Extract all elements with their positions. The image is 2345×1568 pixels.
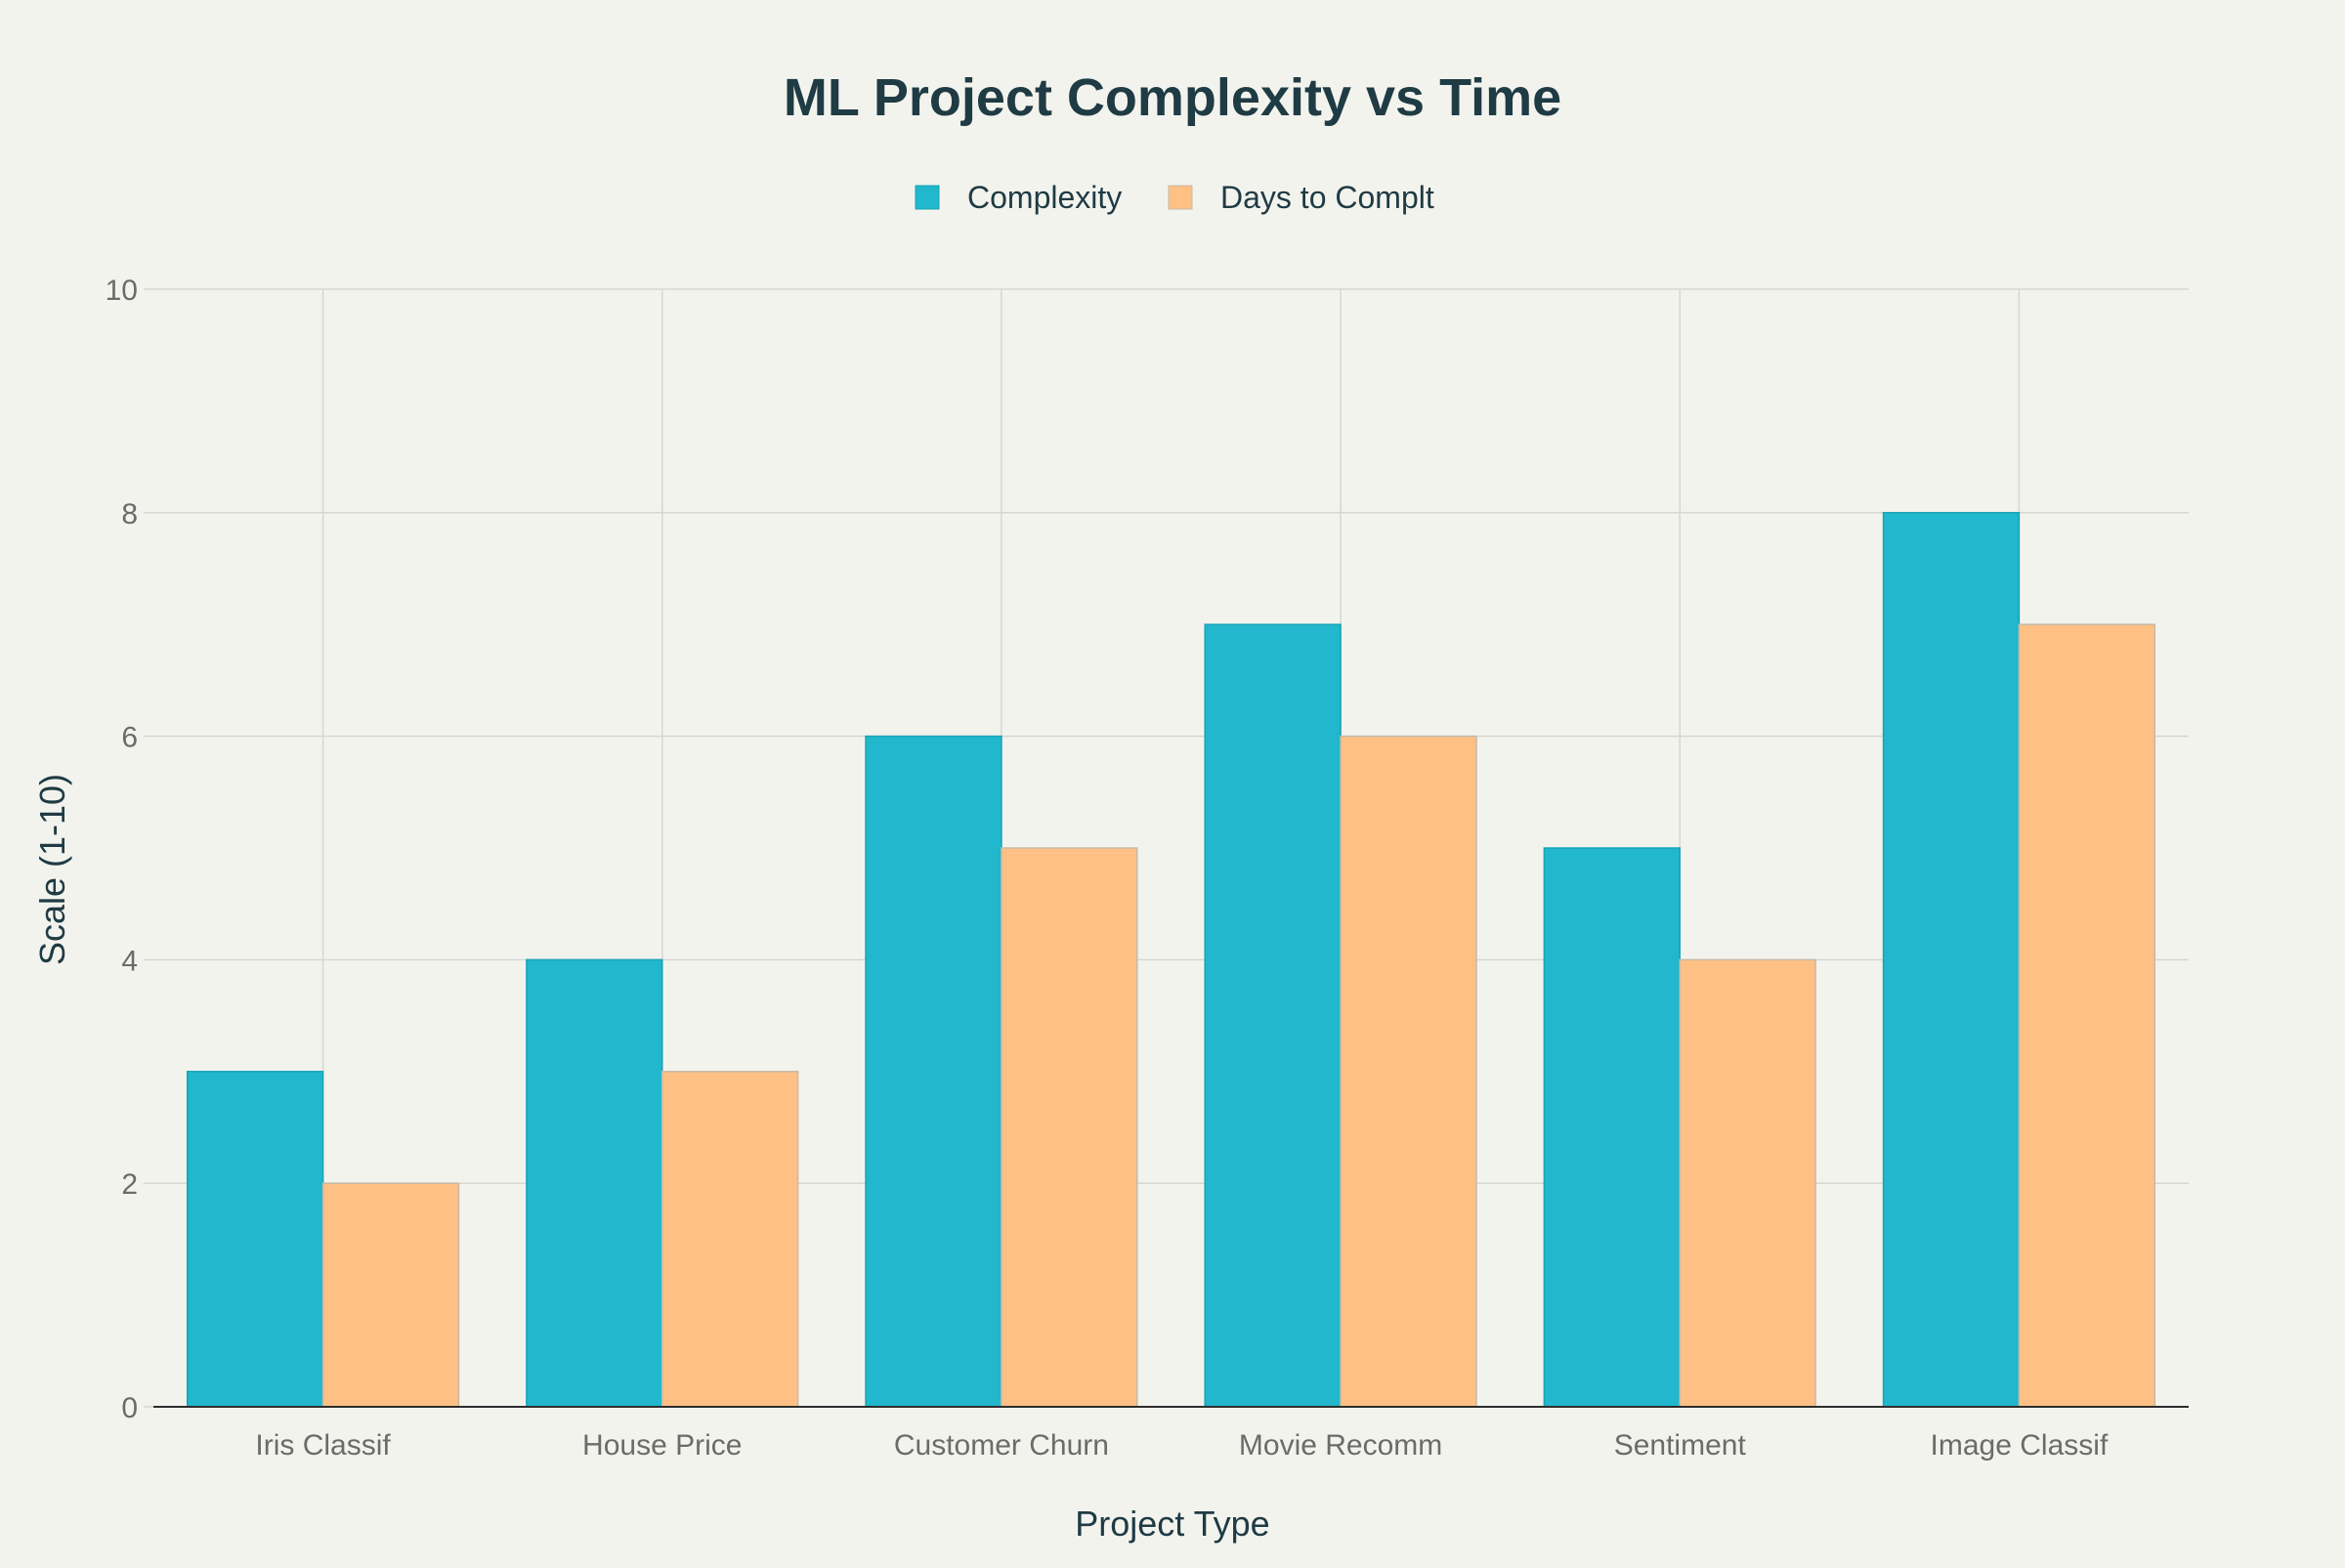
chart-legend: Complexity Days to Complt (915, 180, 1434, 215)
bar-days-to-complt-sentiment (1679, 958, 1816, 1408)
chart-title: ML Project Complexity vs Time (784, 68, 1561, 127)
y-tick-label: 4 (121, 945, 138, 977)
y-tick-label: 2 (121, 1168, 138, 1201)
bar-complexity-customer-churn (865, 735, 1002, 1408)
legend-label: Days to Complt (1220, 180, 1434, 215)
y-tick-label: 8 (121, 498, 138, 530)
bars (186, 512, 2156, 1408)
y-tick-label: 0 (121, 1392, 138, 1424)
x-axis-label: Project Type (1075, 1504, 1269, 1544)
x-tick-label: Iris Classif (255, 1429, 391, 1462)
x-tick-label: Movie Recomm (1239, 1429, 1442, 1462)
x-tick-label: House Price (582, 1429, 742, 1462)
bar-complexity-image-classif (1882, 512, 2021, 1408)
bar-complexity-iris-classif (186, 1071, 324, 1408)
legend-swatch-complexity (915, 185, 940, 210)
y-axis-label: Scale (1-10) (32, 774, 72, 965)
bar-days-to-complt-customer-churn (1001, 847, 1138, 1408)
legend-label: Complexity (967, 180, 1122, 215)
bar-complexity-sentiment (1543, 847, 1681, 1408)
x-tick-label: Customer Churn (894, 1429, 1109, 1462)
bar-complexity-movie-recomm (1204, 623, 1342, 1408)
bar-days-to-complt-movie-recomm (1340, 735, 1477, 1408)
bar-days-to-complt-house-price (661, 1071, 799, 1408)
x-tick-label: Sentiment (1614, 1429, 1747, 1462)
x-tick-label: Image Classif (1931, 1429, 2109, 1462)
legend-swatch-days-to-complt (1168, 185, 1193, 210)
y-tick-label: 6 (121, 722, 138, 754)
bar-days-to-complt-image-classif (2018, 623, 2156, 1408)
axes: 0 2 4 6 8 10 Iris Classif House Price Customer C… (106, 275, 2189, 1462)
bar-complexity-house-price (526, 958, 663, 1408)
bar-days-to-complt-iris-classif (321, 1182, 460, 1408)
y-tick-label: 10 (106, 275, 138, 307)
